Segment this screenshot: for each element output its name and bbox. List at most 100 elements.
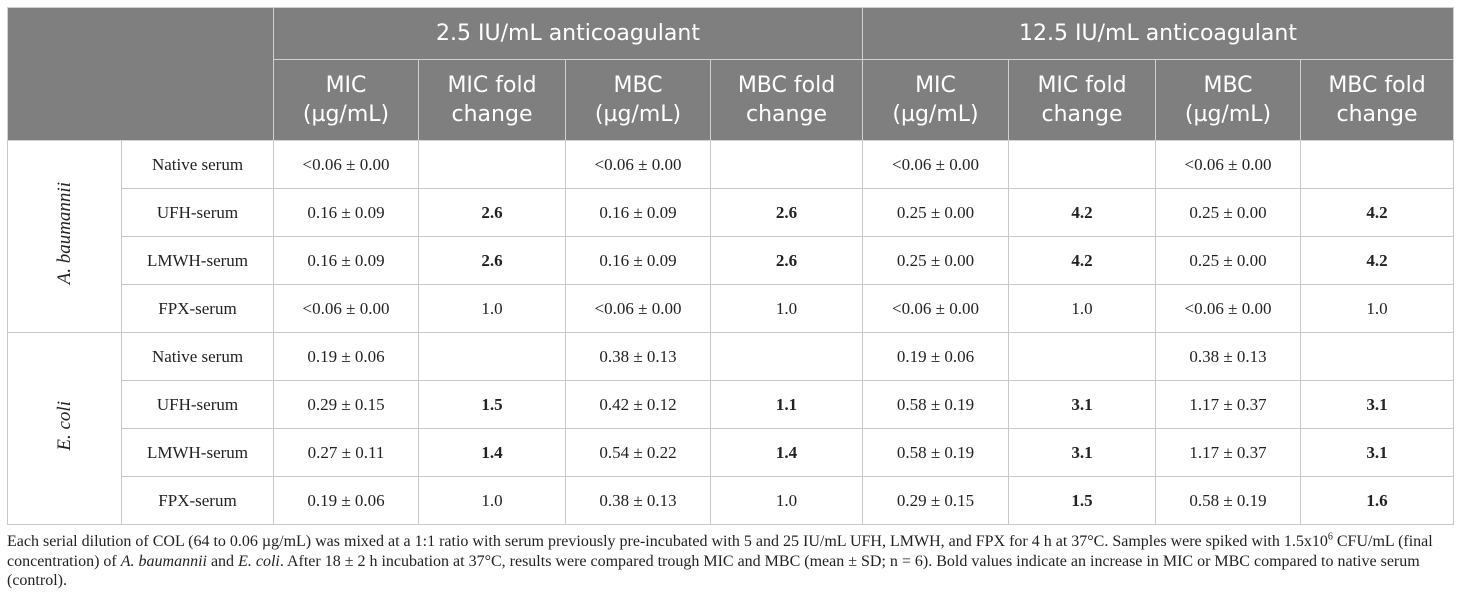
data-cell: 1.0	[1008, 284, 1156, 333]
data-cell: 0.58 ± 0.19	[862, 428, 1009, 477]
data-cell: 1.17 ± 0.37	[1155, 380, 1301, 429]
group-label: 12.5 IU/mL anticoagulant	[862, 7, 1454, 60]
data-cell: <0.06 ± 0.00	[862, 140, 1009, 189]
data-cell: 1.5	[418, 380, 566, 429]
column-header: MIC (µg/mL)	[273, 59, 419, 141]
data-cell: 4.2	[1300, 236, 1454, 285]
data-cell: 0.42 ± 0.12	[565, 380, 711, 429]
header-row: 2.5 IU/mL anticoagulant 12.5 IU/mL antic…	[7, 7, 1454, 141]
data-cell: 1.0	[1300, 284, 1454, 333]
data-cell: 0.16 ± 0.09	[273, 236, 419, 285]
data-cell: 4.2	[1008, 188, 1156, 237]
data-cell: <0.06 ± 0.00	[565, 140, 711, 189]
data-cell	[1008, 140, 1156, 189]
data-cell: 4.2	[1008, 236, 1156, 285]
column-header: MBC fold change	[1300, 59, 1454, 141]
corner-cell	[7, 7, 274, 141]
column-header: MIC fold change	[418, 59, 566, 141]
footnote-superscript: 6	[1327, 531, 1333, 543]
data-cell: 3.1	[1008, 380, 1156, 429]
footnote: Each serial dilution of COL (64 to 0.06 …	[7, 532, 1453, 591]
data-cell: <0.06 ± 0.00	[273, 284, 419, 333]
table-row: UFH-serum 0.29 ± 0.15 1.5 0.42 ± 0.12 1.1 0.5…	[8, 380, 1454, 429]
row-label: UFH-serum	[121, 380, 274, 429]
data-cell: 0.16 ± 0.09	[565, 236, 711, 285]
column-header: MBC fold change	[710, 59, 863, 141]
data-cell: 1.0	[710, 284, 863, 333]
species-label: A. baumannii	[53, 182, 75, 285]
species-label: E. coli	[53, 400, 75, 451]
data-cell	[710, 332, 863, 381]
footnote-text: and	[206, 552, 239, 570]
row-label: LMWH-serum	[121, 236, 274, 285]
column-header: MIC (µg/mL)	[862, 59, 1009, 141]
data-cell: <0.06 ± 0.00	[1155, 140, 1301, 189]
species-cell: A. baumannii	[7, 140, 122, 333]
data-cell: 0.25 ± 0.00	[1155, 236, 1301, 285]
data-cell: 0.38 ± 0.13	[565, 332, 711, 381]
table-header: 2.5 IU/mL anticoagulant 12.5 IU/mL antic…	[7, 7, 1454, 141]
data-cell: 0.29 ± 0.15	[862, 476, 1009, 525]
data-cell: <0.06 ± 0.00	[862, 284, 1009, 333]
group-label: 2.5 IU/mL anticoagulant	[273, 7, 863, 60]
row-label: UFH-serum	[121, 188, 274, 237]
row-label: FPX-serum	[121, 476, 274, 525]
data-cell: 0.38 ± 0.13	[1155, 332, 1301, 381]
footnote-species: A. baumannii	[120, 552, 207, 570]
data-cell: 1.17 ± 0.37	[1155, 428, 1301, 477]
data-cell: 2.6	[418, 236, 566, 285]
data-cell: 0.25 ± 0.00	[862, 188, 1009, 237]
data-cell: 3.1	[1008, 428, 1156, 477]
data-cell: 0.58 ± 0.19	[1155, 476, 1301, 525]
data-cell: 1.4	[418, 428, 566, 477]
data-cell	[710, 140, 863, 189]
data-cell	[1008, 332, 1156, 381]
data-cell: 1.1	[710, 380, 863, 429]
table-row: E. coli Native serum 0.19 ± 0.06 0.38 ± 0.1…	[7, 332, 1454, 525]
data-cell: 2.6	[418, 188, 566, 237]
column-header: MIC fold change	[1008, 59, 1156, 141]
data-cell	[1300, 140, 1454, 189]
column-header: MBC (µg/mL)	[565, 59, 711, 141]
data-cell: 3.1	[1300, 380, 1454, 429]
table-row: LMWH-serum 0.16 ± 0.09 2.6 0.16 ± 0.09 2.6 0.…	[8, 236, 1454, 285]
header-row: MIC (µg/mL) MIC fold change MBC (µg/mL) MBC…	[8, 59, 1454, 141]
data-cell: 1.0	[418, 476, 566, 525]
data-cell: 1.5	[1008, 476, 1156, 525]
row-label: LMWH-serum	[121, 428, 274, 477]
data-cell: 0.25 ± 0.00	[1155, 188, 1301, 237]
footnote-text: Each serial dilution of COL (64 to 0.06 …	[7, 533, 1328, 550]
data-cell: 1.0	[418, 284, 566, 333]
footnote-species: E. coli	[238, 552, 280, 570]
data-cell: 1.0	[710, 476, 863, 525]
data-cell: <0.06 ± 0.00	[565, 284, 711, 333]
data-cell: <0.06 ± 0.00	[1155, 284, 1301, 333]
table-row: FPX-serum 0.19 ± 0.06 1.0 0.38 ± 0.13 1.0 0.2…	[8, 476, 1454, 525]
table-row: LMWH-serum 0.27 ± 0.11 1.4 0.54 ± 0.22 1.4 0.…	[8, 428, 1454, 477]
data-cell: 0.25 ± 0.00	[862, 236, 1009, 285]
data-cell: <0.06 ± 0.00	[273, 140, 419, 189]
data-cell: 2.6	[710, 236, 863, 285]
data-cell: 0.16 ± 0.09	[273, 188, 419, 237]
column-header: MBC (µg/mL)	[1155, 59, 1301, 141]
table-row: FPX-serum <0.06 ± 0.00 1.0 <0.06 ± 0.00 1.0 <…	[8, 284, 1454, 333]
data-cell: 1.4	[710, 428, 863, 477]
species-cell: E. coli	[7, 332, 122, 525]
footnote-text: CFU/mL (final concentration) of	[7, 533, 1433, 570]
data-cell: 4.2	[1300, 188, 1454, 237]
row-label: FPX-serum	[121, 284, 274, 333]
data-cell: 0.19 ± 0.06	[273, 332, 419, 381]
data-cell: 0.29 ± 0.15	[273, 380, 419, 429]
data-cell: 0.38 ± 0.13	[565, 476, 711, 525]
results-table: 2.5 IU/mL anticoagulant 12.5 IU/mL antic…	[7, 7, 1454, 525]
data-cell: 0.16 ± 0.09	[565, 188, 711, 237]
data-cell: 2.6	[710, 188, 863, 237]
data-cell: 3.1	[1300, 428, 1454, 477]
table-row: A. baumannii Native serum <0.06 ± 0.00 <0.0…	[7, 140, 1454, 333]
table-wrap: 2.5 IU/mL anticoagulant 12.5 IU/mL antic…	[7, 7, 1454, 525]
row-label: Native serum	[121, 140, 274, 189]
data-cell: 0.58 ± 0.19	[862, 380, 1009, 429]
row-label: Native serum	[121, 332, 274, 381]
data-cell: 0.19 ± 0.06	[862, 332, 1009, 381]
